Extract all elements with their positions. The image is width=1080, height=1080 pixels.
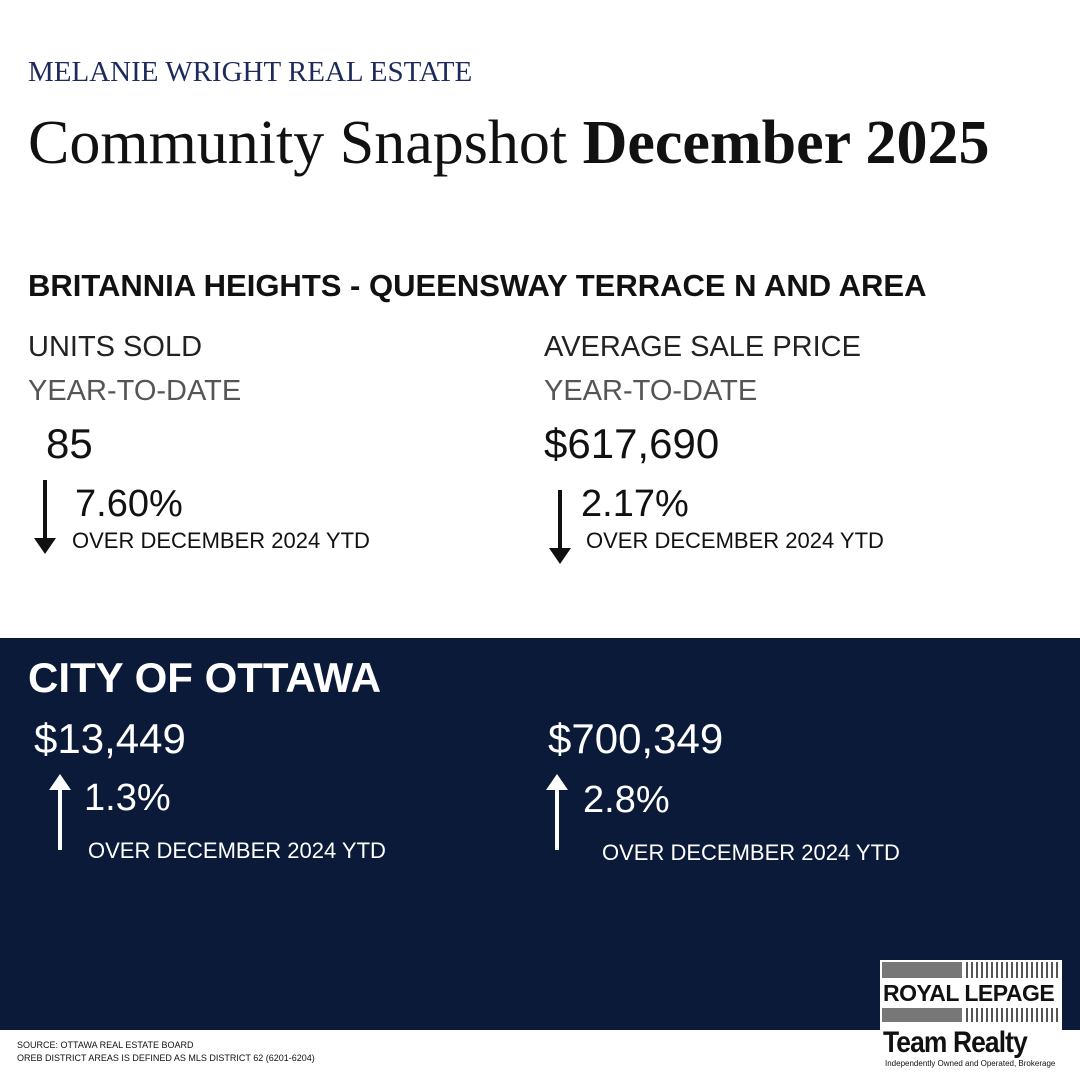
logo: ROYAL LEPAGE Team Realty Independently O… — [880, 960, 1062, 1072]
logo-team: Team Realty — [883, 1026, 1028, 1059]
title-light: Community Snapshot — [28, 109, 568, 177]
direction-arrow — [34, 480, 56, 554]
logo-bar — [882, 1008, 962, 1022]
arrow-head — [49, 774, 71, 790]
logo-brand: ROYAL LEPAGE — [883, 980, 1055, 1006]
stat-label: AVERAGE SALE PRICE — [544, 331, 861, 363]
logo-bar — [882, 962, 962, 978]
title: Community Snapshot December 2025 — [28, 112, 989, 174]
brand: MELANIE WRIGHT REAL ESTATE — [28, 56, 473, 88]
stat-value: $617,690 — [544, 420, 720, 467]
stat-change: 1.3% — [84, 777, 171, 819]
stat-change: 7.60% — [75, 483, 183, 525]
stat-comparison: OVER DECEMBER 2024 YTD — [88, 838, 386, 863]
stat-change: 2.17% — [581, 483, 689, 525]
stat-comparison: OVER DECEMBER 2024 YTD — [586, 528, 884, 553]
stat-period: YEAR-TO-DATE — [28, 375, 242, 407]
direction-arrow — [49, 774, 71, 850]
title-bold: December 2025 — [582, 109, 990, 177]
stat-period: YEAR-TO-DATE — [544, 375, 758, 407]
logo-tagline: Independently Owned and Operated, Broker… — [885, 1059, 1056, 1068]
stat-value: $13,449 — [34, 715, 186, 762]
logo-stripes — [966, 1008, 1058, 1022]
arrow-head — [546, 774, 568, 790]
logo-stripes — [966, 962, 1058, 978]
footer-source: SOURCE: OTTAWA REAL ESTATE BOARD — [17, 1040, 194, 1050]
area-name: BRITANNIA HEIGHTS - QUEENSWAY TERRACE N … — [28, 268, 927, 303]
city-name: CITY OF OTTAWA — [28, 654, 382, 701]
direction-arrow — [546, 774, 568, 850]
stat-comparison: OVER DECEMBER 2024 YTD — [72, 528, 370, 553]
stat-value: $700,349 — [548, 715, 724, 762]
direction-arrow — [549, 490, 571, 564]
arrow-head — [549, 548, 571, 564]
arrow-head — [34, 538, 56, 554]
stat-label: UNITS SOLD — [28, 331, 203, 363]
stat-change: 2.8% — [583, 779, 670, 821]
stat-comparison: OVER DECEMBER 2024 YTD — [602, 840, 900, 865]
stat-value: 85 — [46, 420, 93, 467]
footer-note: OREB DISTRICT AREAS IS DEFINED AS MLS DI… — [17, 1053, 315, 1063]
